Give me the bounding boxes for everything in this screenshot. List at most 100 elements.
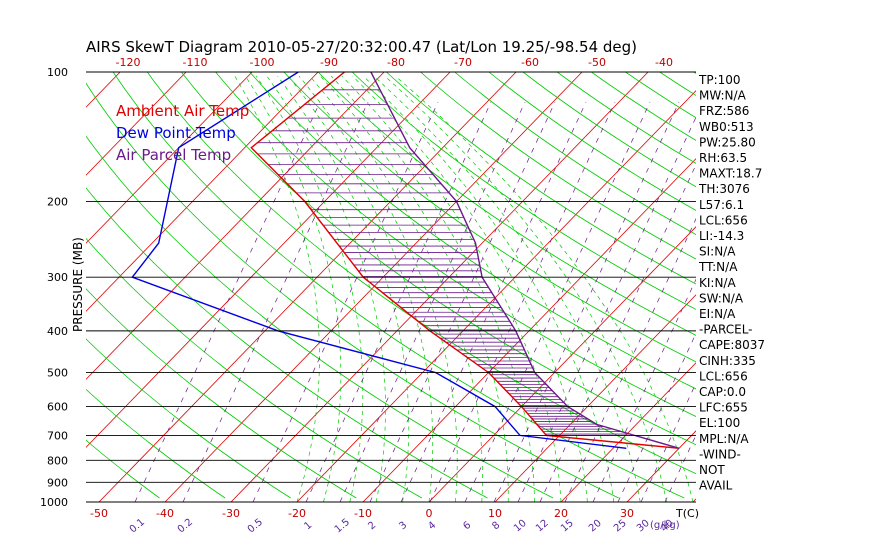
- top-temp-tick-label: -50: [588, 56, 606, 69]
- moist-adiabat-line: [277, 75, 410, 502]
- moist-adiabat-line: [266, 75, 386, 502]
- index-item: RH:63.5: [699, 151, 747, 165]
- pressure-tick-label: 600: [47, 401, 68, 414]
- moist-adiabat-line: [298, 75, 458, 502]
- dry-adiabat-line: [556, 72, 696, 164]
- isotherm-line: [296, 90, 696, 502]
- moist-adiabat-line: [341, 75, 562, 502]
- mixing-ratio-line: [464, 101, 651, 502]
- dry-adiabat-line: [86, 338, 291, 499]
- mixing-ratio-tick-label: 10: [512, 518, 529, 535]
- mixing-ratio-tick-label: 0.1: [128, 517, 147, 536]
- pressure-tick-label: 800: [47, 454, 68, 467]
- air-parcel-temp-line: [370, 72, 680, 449]
- chart-grid: [0, 72, 870, 502]
- pressure-tick-label: 1000: [40, 496, 68, 509]
- mixing-ratio-tick-label: 1: [302, 520, 314, 533]
- top-temp-tick-label: -60: [521, 56, 539, 69]
- dry-adiabat-line: [386, 72, 696, 285]
- index-item: CAP:0.0: [699, 385, 746, 399]
- index-item: EI:N/A: [699, 307, 736, 321]
- isotherm-line: [494, 294, 696, 502]
- isotherm-line: [164, 72, 583, 502]
- index-item: MPL:N/A: [699, 432, 749, 446]
- bottom-temp-tick-label: 30: [620, 507, 634, 520]
- bottom-temp-tick-label: 0: [426, 507, 433, 520]
- isotherm-line: [0, 72, 54, 502]
- mixing-ratio-line: [517, 116, 696, 502]
- mixing-ratio-line: [429, 101, 616, 502]
- mixing-ratio-tick-label: 0.5: [246, 517, 265, 536]
- index-item: LCL:656: [699, 213, 748, 227]
- mixing-ratio-tick-label: 0.2: [176, 517, 195, 536]
- index-item: -WIND-: [699, 447, 741, 461]
- isotherm-line: [86, 72, 253, 244]
- index-item: TH:3076: [698, 182, 750, 196]
- mixing-ratio-line: [539, 163, 696, 502]
- index-item: TT:N/A: [698, 260, 738, 274]
- mixing-ratio-line: [493, 101, 680, 502]
- isotherm-line: [560, 362, 696, 502]
- mixing-ratio-line: [400, 101, 587, 502]
- mixing-ratio-tick-label: 25: [612, 518, 629, 535]
- mixing-ratio-tick-label: 8: [490, 520, 502, 533]
- index-item: LFC:655: [699, 401, 748, 415]
- bottom-temp-tick-label: -10: [354, 507, 372, 520]
- mixing-ratio-line: [564, 217, 696, 502]
- index-item: SW:N/A: [699, 291, 744, 305]
- bottom-temp-tick-label: -20: [288, 507, 306, 520]
- mixing-ratio-tick-label: 6: [461, 520, 473, 533]
- moist-adiabat-line: [309, 75, 483, 502]
- mixing-ratio-tick-label: 1.5: [333, 517, 352, 536]
- moist-adiabat-line: [362, 75, 615, 502]
- isotherm-line: [759, 72, 870, 502]
- index-item: SI:N/A: [699, 245, 736, 259]
- top-temp-tick-label: -80: [387, 56, 405, 69]
- top-temp-tick-label: -70: [454, 56, 472, 69]
- y-axis-label: PRESSURE (MB): [71, 237, 85, 332]
- isotherm-line: [86, 72, 187, 176]
- mixing-ratio-tick-label: 4: [426, 520, 438, 533]
- mixing-ratio-line: [252, 101, 439, 502]
- chart-legend: Ambient Air Temp Dew Point Temp Air Parc…: [116, 102, 249, 164]
- index-item: KI:N/A: [699, 276, 736, 290]
- index-item: -PARCEL-: [699, 323, 753, 337]
- mixing-ratio-line: [182, 101, 369, 502]
- mixing-ratio-unit: (g/kg): [650, 520, 680, 531]
- top-temp-tick-label: -100: [250, 56, 275, 69]
- moist-adiabat-line: [320, 75, 509, 502]
- bottom-temp-tick-label: 20: [554, 507, 568, 520]
- isotherm-line: [86, 72, 385, 380]
- index-item: NOT: [699, 463, 725, 477]
- moist-adiabat-line: [352, 75, 588, 502]
- pressure-tick-label: 300: [47, 271, 68, 284]
- mixing-ratio-tick-label: 15: [559, 518, 576, 535]
- legend-ambient-air-temp: Ambient Air Temp: [116, 102, 249, 120]
- index-item: LCL:656: [699, 369, 748, 383]
- bottom-temp-tick-label: -50: [90, 507, 108, 520]
- isotherm-line: [86, 72, 451, 448]
- cape-hatch: [257, 89, 630, 435]
- index-item: LI:-14.3: [699, 229, 744, 243]
- pressure-tick-label: 200: [47, 195, 68, 208]
- isotherm-line: [825, 72, 870, 502]
- legend-air-parcel-temp: Air Parcel Temp: [116, 146, 231, 164]
- index-item: WB0:513: [699, 120, 754, 134]
- index-item: CAPE:8037: [699, 338, 765, 352]
- isotherm-line: [362, 158, 696, 502]
- top-temp-tick-label: -120: [116, 56, 141, 69]
- dry-adiabat-line: [146, 72, 696, 475]
- mixing-ratio-tick-label: 12: [534, 518, 551, 535]
- dry-adiabat-line: [522, 72, 696, 188]
- bottom-temp-tick-label: -30: [222, 507, 240, 520]
- isobar-lines: [86, 71, 696, 503]
- dry-adiabat-line: [86, 187, 488, 499]
- bottom-temp-tick-label: 10: [488, 507, 502, 520]
- mixing-ratio-line: [369, 101, 556, 502]
- isotherm-line: [428, 226, 696, 502]
- dry-adiabat-line: [86, 82, 619, 499]
- mixing-ratio-line: [134, 101, 321, 502]
